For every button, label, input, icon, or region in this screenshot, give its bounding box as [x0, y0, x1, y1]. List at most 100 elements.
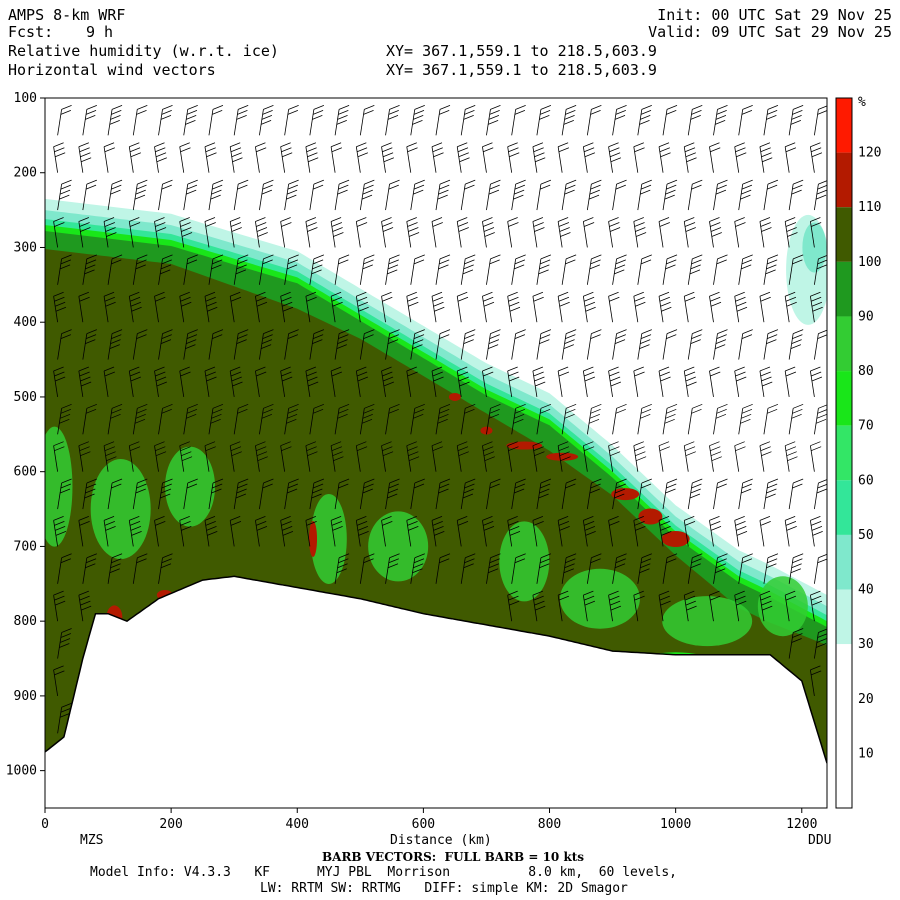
wind-barb [788, 104, 804, 136]
rh-streak [309, 520, 318, 557]
wind-barb [759, 366, 773, 398]
wind-barb [53, 291, 67, 323]
colorbar-swatch [836, 261, 852, 317]
colorbar-label: 110 [858, 200, 881, 215]
wind-barb [662, 403, 678, 435]
wind-barb [582, 366, 596, 398]
wind-barb [431, 366, 444, 398]
wind-barb [82, 478, 97, 510]
wind-barb [608, 366, 622, 398]
wind-barb [532, 516, 544, 547]
wind-barb [154, 291, 166, 323]
wind-barb [507, 366, 520, 398]
wind-barb [158, 179, 173, 211]
x-tick-label: 800 [538, 817, 561, 832]
wind-barb [385, 553, 400, 584]
wind-barb [608, 217, 621, 248]
wind-barb [586, 104, 602, 136]
wind-barb [784, 366, 797, 398]
wind-barb [511, 478, 526, 510]
wind-barb [683, 516, 696, 547]
wind-barb [280, 516, 294, 547]
wind-barb [683, 291, 696, 323]
wind-barb [456, 516, 469, 547]
wind-barb [658, 590, 671, 622]
wind-barb [482, 441, 495, 472]
wind-barb [406, 142, 418, 173]
wind-barb [532, 366, 546, 398]
colorbar-swatch [836, 534, 852, 590]
wind-barb [154, 441, 167, 472]
wind-barb [406, 366, 418, 398]
wind-barb [284, 478, 299, 510]
wind-barb [259, 179, 274, 211]
wind-barb [305, 516, 317, 547]
wind-barb [456, 441, 469, 472]
wind-barb [107, 104, 123, 136]
wind-barb [410, 179, 425, 211]
wind-barb [608, 291, 620, 323]
wind-barb [359, 179, 375, 211]
wind-barb [435, 104, 451, 136]
wind-barb [586, 478, 602, 510]
y-tick-label: 400 [14, 315, 37, 330]
wind-barb [713, 329, 728, 360]
wind-barb [359, 104, 375, 136]
wind-barb [53, 590, 66, 622]
wind-barb [284, 329, 299, 360]
wind-barb [280, 217, 292, 248]
field-2-title: Horizontal wind vectors [8, 61, 216, 79]
wind-barb [532, 441, 545, 472]
wind-barb [687, 179, 703, 211]
wind-barb [763, 478, 779, 510]
wind-barb [107, 329, 123, 360]
rh-streak [546, 452, 579, 461]
wind-barb [406, 291, 419, 323]
y-tick-label: 600 [14, 465, 37, 480]
wind-barb [507, 441, 519, 472]
wind-barb [612, 478, 627, 510]
wind-barb [431, 217, 443, 248]
wind-barb [557, 590, 570, 622]
wind-barb [355, 217, 368, 248]
wind-barb [633, 441, 647, 472]
wind-barb [103, 291, 116, 323]
wind-barb [431, 441, 443, 472]
wind-barb [359, 254, 375, 285]
wind-barb [536, 104, 552, 136]
wind-barb [107, 403, 123, 435]
wind-barb [633, 291, 646, 323]
wind-barb [683, 590, 697, 622]
colorbar-swatch [836, 698, 852, 754]
wind-barb [128, 217, 141, 248]
y-tick-label: 100 [14, 91, 37, 106]
wind-barb [179, 142, 191, 173]
colorbar-label: 10 [858, 746, 874, 761]
terrain [45, 576, 827, 808]
wind-barb [359, 329, 375, 360]
wind-barb [561, 104, 577, 136]
wind-barb [255, 516, 268, 547]
wind-barb [385, 403, 400, 435]
wind-barb [456, 217, 469, 248]
wind-barb [233, 329, 249, 360]
wind-barb [179, 366, 191, 398]
wind-barb [204, 441, 216, 472]
wind-barb [183, 179, 198, 211]
wind-barb [511, 553, 526, 584]
barb-legend: BARB VECTORS: FULL BARB = 10 kts [322, 850, 585, 864]
colorbar-label: 90 [858, 309, 874, 324]
wind-barb [330, 516, 343, 547]
wind-barb [637, 179, 652, 211]
wind-barb [734, 516, 748, 547]
wind-barb [582, 217, 595, 248]
wind-barb [309, 179, 325, 211]
wind-barb [687, 403, 703, 435]
wind-barb [582, 291, 596, 323]
wind-barb [305, 142, 319, 173]
wind-barb [637, 553, 652, 584]
wind-barb [305, 366, 319, 398]
wind-barb [813, 180, 827, 211]
wind-barb [637, 104, 652, 136]
wind-barb [435, 478, 451, 510]
